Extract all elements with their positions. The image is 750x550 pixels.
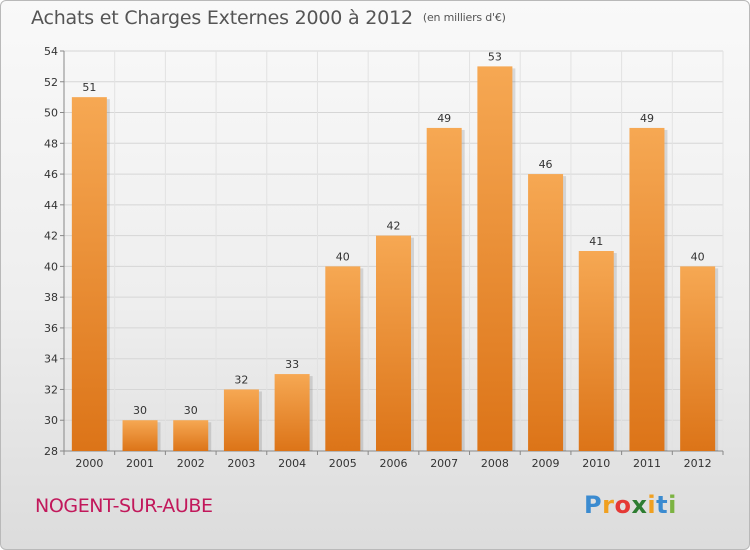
data-label: 49 <box>437 112 451 125</box>
data-label: 51 <box>82 81 96 94</box>
y-tick-label: 46 <box>44 168 58 181</box>
y-tick-label: 50 <box>44 107 58 120</box>
data-label: 53 <box>488 50 502 63</box>
y-tick-label: 52 <box>44 76 58 89</box>
data-label: 30 <box>133 404 147 417</box>
logo-letter: i <box>647 491 657 519</box>
place-name: NOGENT-SUR-AUBE <box>35 495 213 517</box>
y-tick-label: 54 <box>44 45 58 58</box>
data-label: 40 <box>336 250 350 263</box>
bar <box>528 174 564 452</box>
x-tick-label: 2009 <box>532 457 560 470</box>
y-tick-label: 38 <box>44 291 58 304</box>
y-tick-label: 32 <box>44 383 58 396</box>
bar <box>578 251 614 451</box>
bar <box>477 66 513 451</box>
x-tick-label: 2001 <box>126 457 154 470</box>
bar <box>629 127 665 451</box>
bar <box>122 420 158 451</box>
bar <box>223 389 259 451</box>
x-tick-label: 2005 <box>329 457 357 470</box>
logo-letter: P <box>584 491 603 519</box>
logo-letter: o <box>614 491 632 519</box>
y-tick-label: 48 <box>44 137 58 150</box>
data-label: 30 <box>184 404 198 417</box>
x-tick-label: 2004 <box>278 457 306 470</box>
proxiti-logo[interactable]: Proxiti <box>584 491 677 519</box>
logo-letter: r <box>602 491 615 519</box>
x-tick-label: 2006 <box>380 457 408 470</box>
y-tick-label: 30 <box>44 414 58 427</box>
x-tick-label: 2010 <box>582 457 610 470</box>
x-tick-label: 2008 <box>481 457 509 470</box>
logo-letter: t <box>656 491 669 519</box>
y-tick-label: 42 <box>44 230 58 243</box>
bar <box>274 374 310 451</box>
x-tick-label: 2003 <box>227 457 255 470</box>
y-tick-label: 36 <box>44 322 58 335</box>
data-label: 41 <box>589 235 603 248</box>
chart-title-text: Achats et Charges Externes 2000 à 2012 <box>31 7 413 29</box>
bar <box>680 266 716 451</box>
x-tick-label: 2000 <box>75 457 103 470</box>
x-tick-label: 2007 <box>430 457 458 470</box>
bar <box>325 266 361 451</box>
y-tick-label: 28 <box>44 445 58 458</box>
data-label: 32 <box>234 373 248 386</box>
bars <box>71 66 719 452</box>
y-tick-label: 34 <box>44 353 58 366</box>
bar <box>71 97 107 452</box>
bar <box>376 235 411 451</box>
x-tick-label: 2002 <box>177 457 205 470</box>
data-label: 40 <box>691 250 705 263</box>
labels: 51 2000 30 2001 30 2002 32 2003 33 2004 40 2005 42 20… <box>75 50 711 470</box>
y-tick-label: 44 <box>44 199 58 212</box>
y-tick-label: 40 <box>44 260 58 273</box>
logo-letter: x <box>631 491 648 519</box>
data-label: 49 <box>640 112 654 125</box>
data-label: 33 <box>285 358 299 371</box>
chart-subtitle: (en milliers d'€) <box>422 11 506 24</box>
x-tick-label: 2012 <box>684 457 712 470</box>
x-tick-label: 2011 <box>633 457 661 470</box>
logo-letter: i <box>668 491 677 519</box>
chart-title: Achats et Charges Externes 2000 à 2012 (e… <box>31 7 506 29</box>
data-label: 46 <box>539 158 553 171</box>
bar <box>426 127 462 451</box>
bar <box>173 420 209 451</box>
data-label: 42 <box>387 220 401 233</box>
